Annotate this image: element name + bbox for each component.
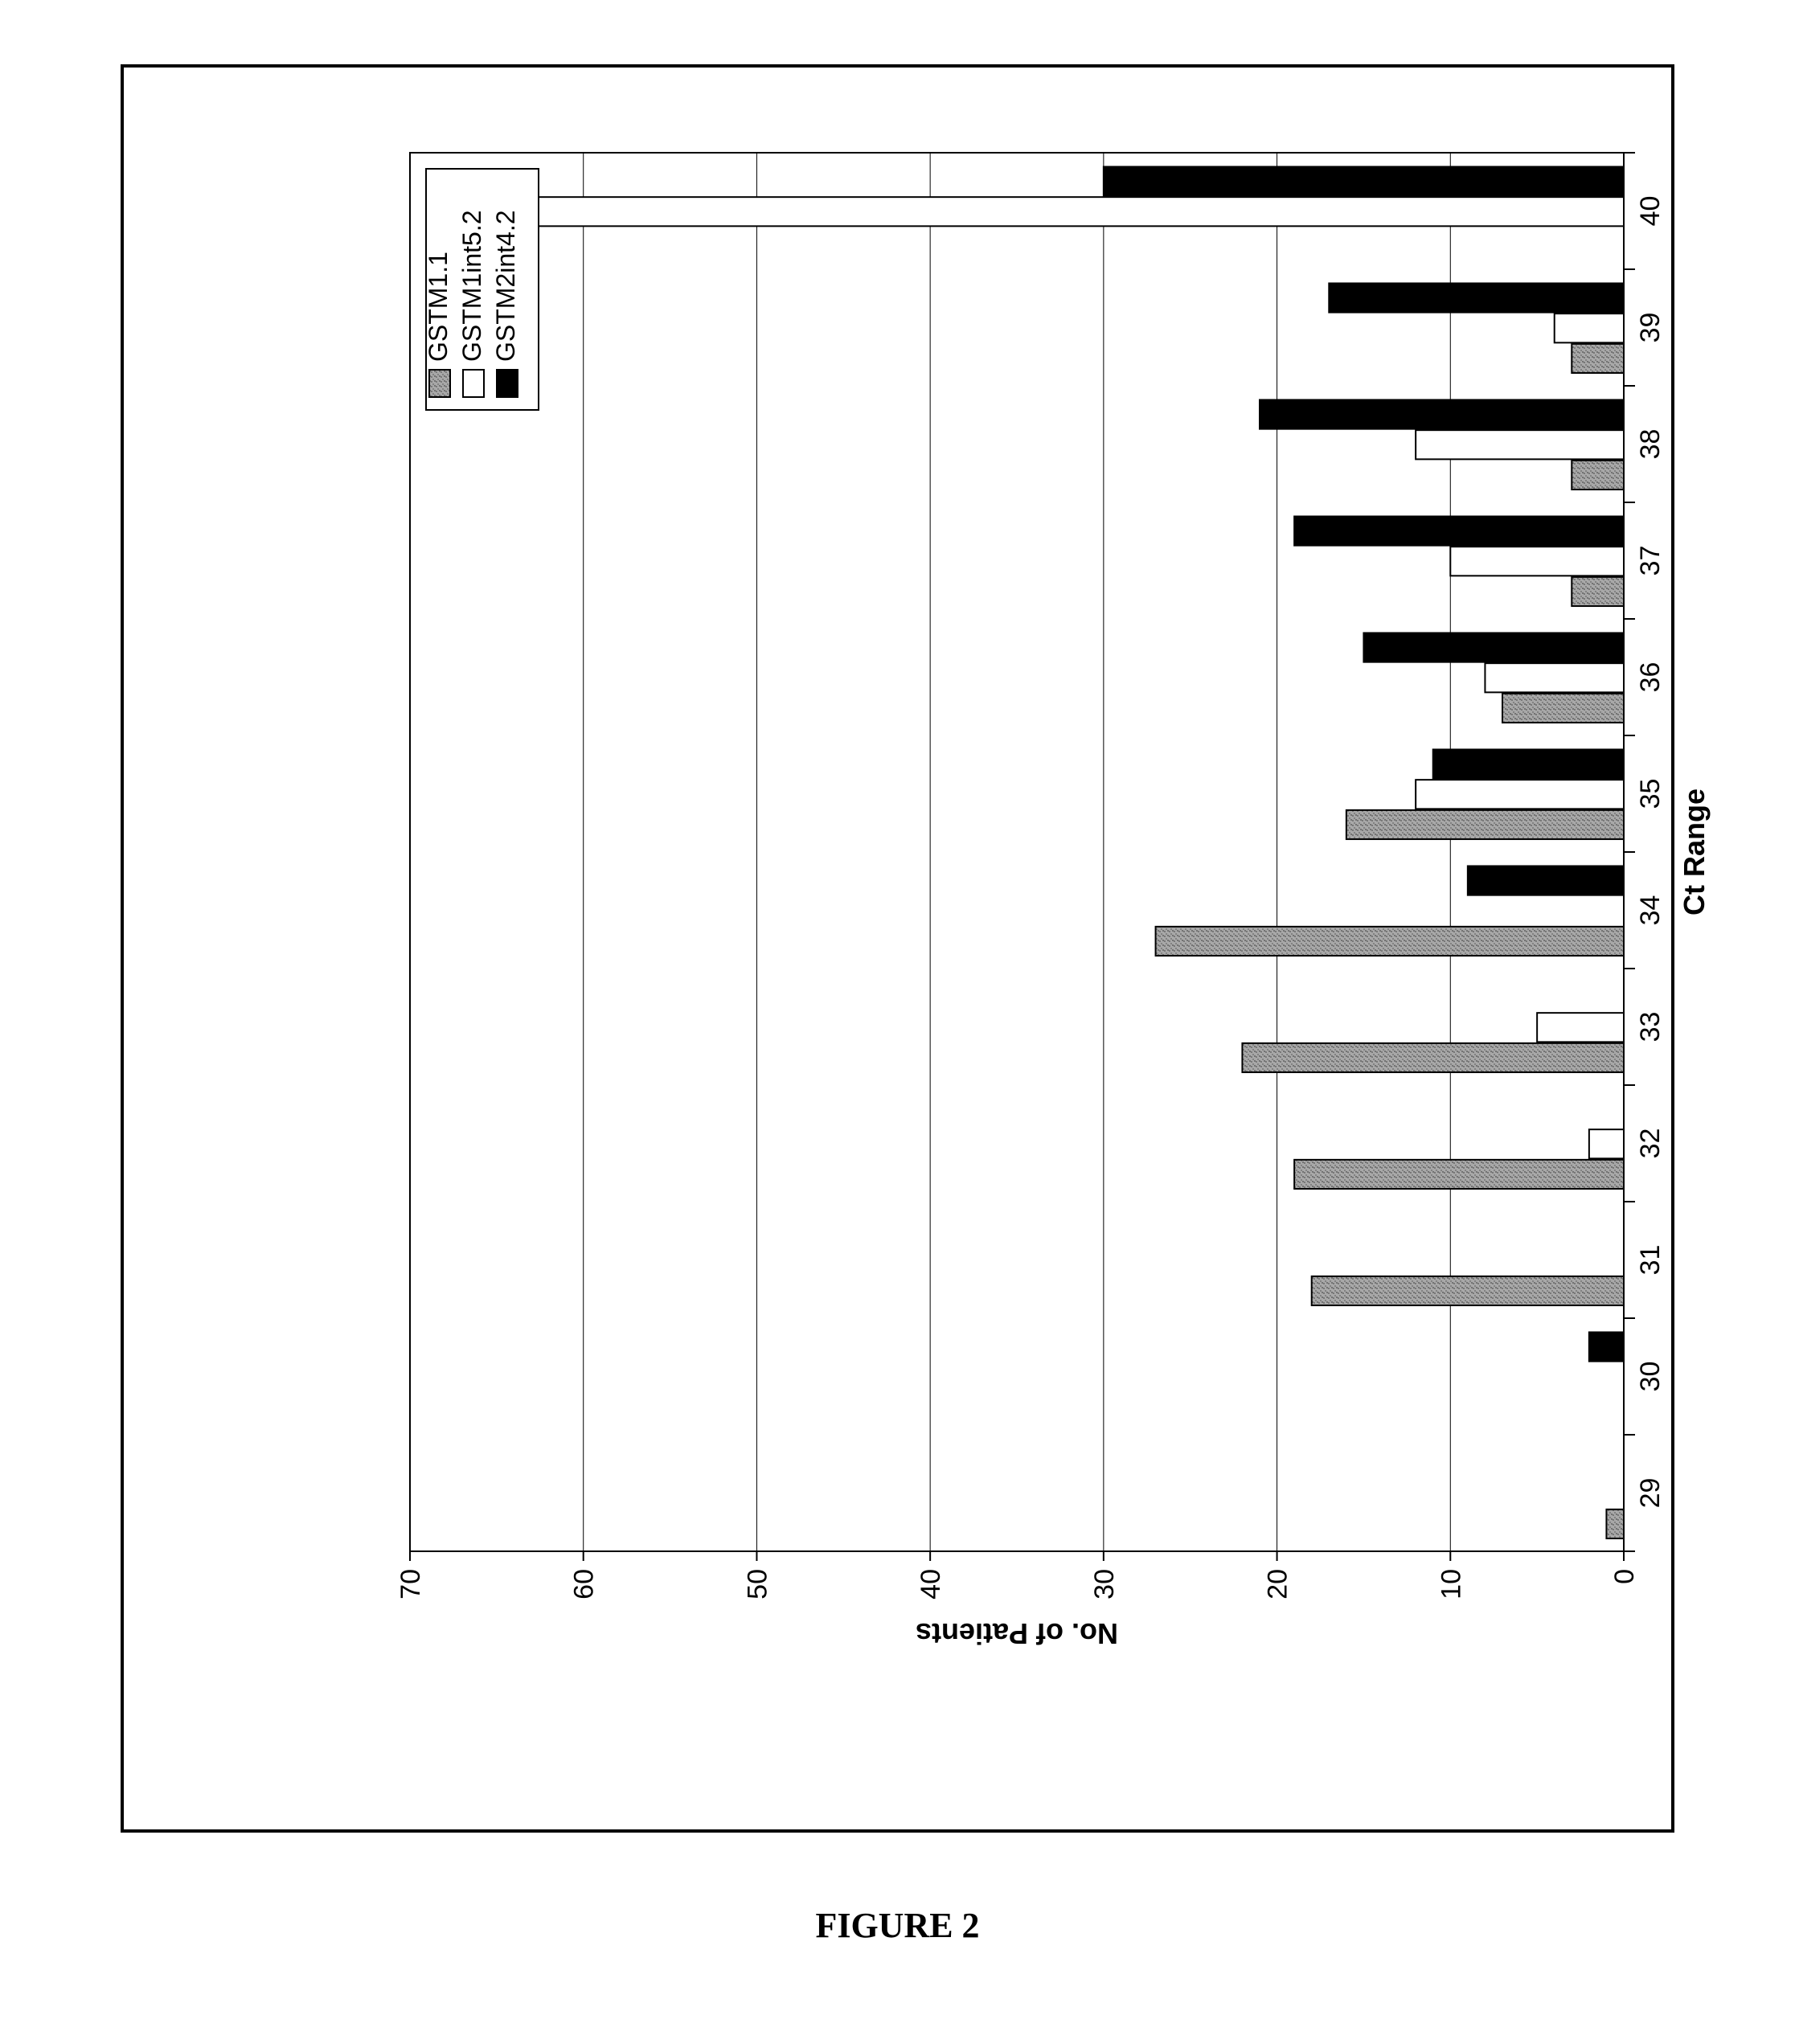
x-tick-label: 38 — [1635, 429, 1666, 460]
y-tick-label: 60 — [569, 1569, 600, 1600]
bar — [1537, 1013, 1624, 1042]
legend-swatch — [429, 370, 450, 397]
bar — [497, 197, 1624, 226]
x-tick-label: 36 — [1635, 662, 1666, 693]
figure-caption: FIGURE 2 — [0, 1905, 1795, 1946]
bar — [1572, 577, 1624, 606]
bar — [1416, 780, 1624, 809]
y-tick-label: 30 — [1089, 1569, 1120, 1600]
y-tick-label: 0 — [1609, 1569, 1640, 1584]
legend-label: GSTM2int4.2 — [491, 210, 520, 362]
bar — [1450, 547, 1624, 576]
bar — [1294, 516, 1624, 545]
y-tick-label: 70 — [395, 1569, 426, 1600]
bar — [1104, 166, 1624, 195]
legend-swatch — [463, 370, 484, 397]
bar — [1346, 810, 1624, 839]
bar — [1468, 866, 1624, 895]
y-tick-label: 10 — [1436, 1569, 1466, 1600]
bar — [1555, 313, 1624, 342]
bar — [1572, 344, 1624, 373]
y-axis-label: No. of Patients — [916, 1617, 1118, 1650]
grouped-bar-chart: 0 10 20 30 40 50 60 70 No. of Patients 29 30 31 32 33… — [378, 129, 1744, 1656]
x-tick-label: 34 — [1635, 895, 1666, 926]
bar — [1589, 1129, 1624, 1158]
bar — [1363, 633, 1624, 662]
x-tick-label: 35 — [1635, 779, 1666, 809]
bar — [1485, 663, 1624, 692]
bar — [1572, 461, 1624, 489]
x-tick-label: 40 — [1635, 196, 1666, 227]
bar — [1312, 1276, 1624, 1305]
y-tick-label: 40 — [916, 1569, 946, 1600]
y-tick-label: 50 — [742, 1569, 773, 1600]
legend-label: GSTM1.1 — [424, 252, 453, 362]
bar — [1416, 430, 1624, 459]
x-tick-label: 29 — [1635, 1478, 1666, 1509]
page-canvas: 0 10 20 30 40 50 60 70 No. of Patients 29 30 31 32 33… — [0, 0, 1795, 2044]
bar — [1433, 749, 1624, 778]
bar — [1156, 927, 1624, 956]
x-tick-label: 32 — [1635, 1129, 1666, 1159]
bar — [1589, 1332, 1624, 1361]
x-tick-label: 30 — [1635, 1362, 1666, 1392]
y-tick-label: 20 — [1263, 1569, 1293, 1600]
bar — [1294, 1160, 1624, 1189]
bar — [1502, 694, 1624, 723]
bar — [1606, 1509, 1624, 1538]
x-tick-label: 31 — [1635, 1245, 1666, 1276]
x-axis-label: Ct Range — [1678, 789, 1711, 915]
bar — [1329, 283, 1624, 312]
x-tick-label: 37 — [1635, 546, 1666, 576]
legend-label: GSTM1int5.2 — [457, 210, 486, 362]
bar — [1242, 1043, 1624, 1072]
x-tick-label: 33 — [1635, 1012, 1666, 1042]
x-tick-label: 39 — [1635, 313, 1666, 343]
bar — [1260, 399, 1624, 428]
legend-swatch — [497, 370, 518, 397]
